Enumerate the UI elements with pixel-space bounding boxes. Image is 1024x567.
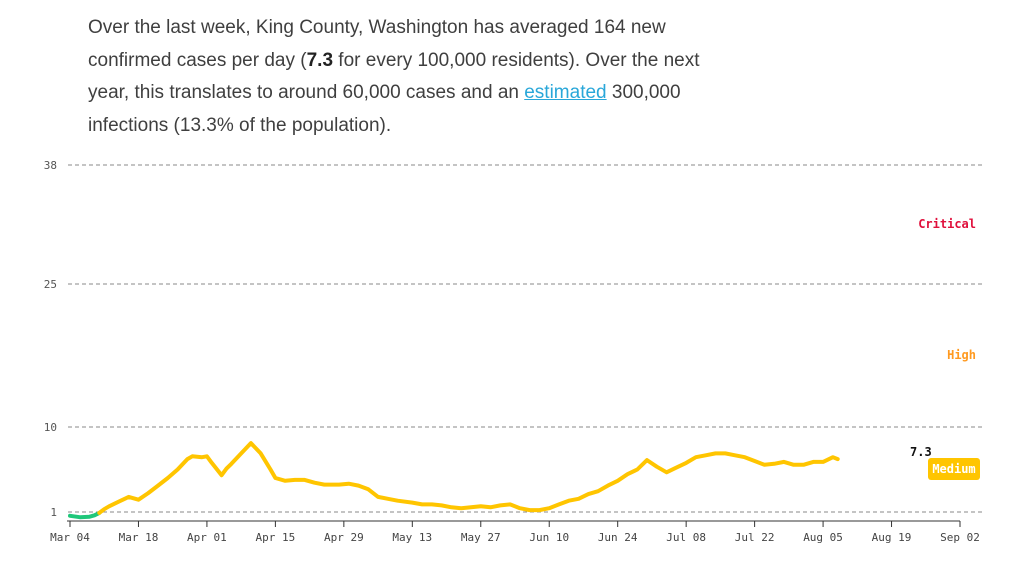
zone-labels: Critical High Medium 7.3 [910,217,980,480]
summary-text-3: 300,000 infections (13.3% of the populat… [88,82,681,136]
x-tick-label: Aug 19 [872,531,912,544]
x-tick-label: Apr 15 [256,531,296,544]
y-tick-label: 10 [44,421,57,434]
x-tick-label: Jun 10 [529,531,569,544]
zone-badge-medium [928,458,980,480]
zone-label-medium: Medium [932,462,975,476]
series-line [97,441,840,515]
x-tick-label: Jun 24 [598,531,638,544]
x-tick-label: Aug 05 [803,531,843,544]
chart-series [68,441,840,520]
current-value-label: 7.3 [910,445,932,459]
x-tick-label: May 27 [461,531,501,544]
y-tick-label: 1 [50,506,57,519]
chart-gridlines [68,164,985,513]
x-tick-label: Mar 18 [119,531,159,544]
y-tick-label: 25 [44,278,57,291]
x-tick-label: Sep 02 [940,531,980,544]
x-tick-label: Jul 22 [735,531,775,544]
summary-text-2: for every 100,000 residents). Over the n… [88,49,700,104]
y-tick-label: 38 [44,159,57,172]
zone-label-high: High [947,348,976,362]
x-tick-label: Jul 08 [666,531,706,544]
x-tick-label: Apr 29 [324,531,364,544]
summary-paragraph: Over the last week, King County, Washing… [88,12,708,142]
x-tick-label: Apr 01 [187,531,227,544]
estimated-link[interactable]: estimated [524,82,607,103]
x-tick-label: Mar 04 [50,531,90,544]
per-100k-value: 7.3 [306,49,334,71]
series-line [68,510,102,520]
x-axis: Mar 04 Mar 18 Apr 01 Apr 15 Apr 29 May 13 May … [50,520,980,544]
x-tick-label: May 13 [392,531,432,544]
zone-label-critical: Critical [918,217,976,231]
summary-text-1: Over the last week, King County, Washing… [88,17,666,71]
y-axis: 1 10 25 38 [44,159,57,519]
